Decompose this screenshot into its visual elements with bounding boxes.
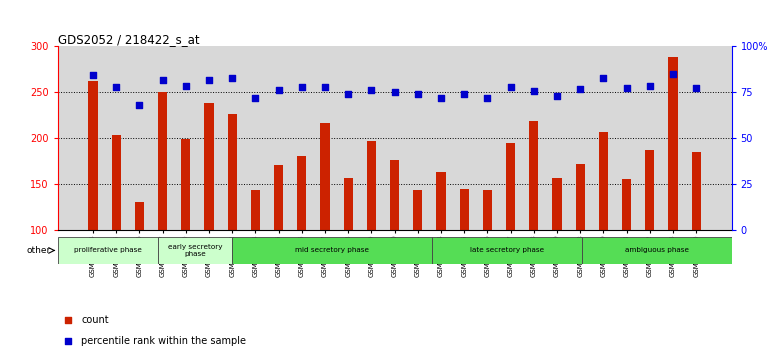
Text: other: other [26,246,50,255]
Bar [204,103,213,322]
Bar [432,237,582,264]
Text: count: count [82,315,109,325]
Bar [599,132,608,322]
Point [504,84,517,89]
Point [62,317,74,323]
Bar [58,237,158,264]
Bar [158,92,167,322]
Bar [89,81,98,322]
Bar [622,179,631,322]
Point [551,93,563,98]
Point [156,77,169,83]
Point [273,87,285,93]
Bar [233,237,432,264]
Point [690,86,702,91]
Bar [390,160,400,322]
Point [435,95,447,101]
Bar [529,121,538,322]
Text: percentile rank within the sample: percentile rank within the sample [82,336,246,346]
Point [249,96,262,101]
Point [226,75,239,81]
Point [110,84,122,89]
Bar [552,178,561,322]
Bar [158,237,233,264]
Point [527,88,540,94]
Bar [228,114,237,322]
Point [342,91,354,97]
Text: proliferative phase: proliferative phase [74,247,142,253]
Point [296,84,308,89]
Bar [320,123,330,322]
Bar [181,139,190,322]
Bar [413,190,423,322]
Text: GDS2052 / 218422_s_at: GDS2052 / 218422_s_at [58,33,199,46]
Point [133,102,146,108]
Bar [135,201,144,322]
Bar [582,237,732,264]
Bar [367,141,376,322]
Point [179,83,192,88]
Bar [506,143,515,322]
Point [458,91,470,97]
Point [598,75,610,81]
Bar [437,172,446,322]
Bar [483,190,492,322]
Bar [251,190,260,322]
Point [388,89,400,95]
Bar [645,150,654,322]
Point [481,95,494,101]
Bar [343,178,353,322]
Point [365,87,377,93]
Point [644,83,656,88]
Bar [691,152,701,322]
Bar [274,165,283,322]
Text: mid secretory phase: mid secretory phase [295,247,370,253]
Point [87,73,99,78]
Bar [668,57,678,322]
Bar [576,164,585,322]
Point [203,77,215,83]
Point [319,85,331,90]
Point [62,338,74,344]
Point [667,71,679,76]
Text: early secretory
phase: early secretory phase [168,244,223,257]
Bar [297,156,306,322]
Point [621,86,633,91]
Point [412,91,424,97]
Bar [460,189,469,322]
Bar [112,135,121,322]
Text: late secretory phase: late secretory phase [470,247,544,253]
Text: ambiguous phase: ambiguous phase [624,247,688,253]
Point [574,86,587,92]
